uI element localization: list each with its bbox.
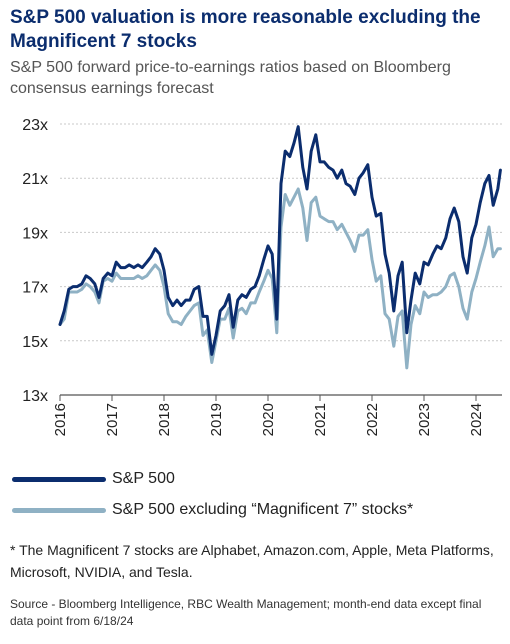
x-tick-label: 2018	[156, 403, 173, 436]
y-tick-label: 21x	[22, 171, 48, 188]
y-tick-label: 23x	[22, 117, 48, 134]
legend-item-sp500: S&P 500	[12, 470, 175, 488]
y-tick-label: 15x	[22, 334, 48, 351]
series-line-sp500	[58, 125, 502, 356]
chart-title: S&P 500 valuation is more reasonable exc…	[10, 7, 481, 52]
x-tick-label: 2024	[468, 403, 485, 436]
source-note: Source - Bloomberg Intelligence, RBC Wea…	[10, 597, 482, 628]
chart-subtitle: S&P 500 forward price-to-earnings ratios…	[10, 59, 451, 97]
x-tick-label: 2017	[104, 403, 121, 436]
x-axis: 2016 2017 2018 2019 2020 2021 2022 2023 2024	[52, 394, 502, 436]
legend-item-ex-mag7: S&P 500 excluding “Magnificent 7” stocks…	[12, 501, 413, 519]
y-axis: 13x 15x 17x 19x 21x 23x	[22, 117, 48, 405]
x-tick-label: 2019	[208, 403, 225, 436]
y-tick-label: 13x	[22, 388, 48, 405]
x-tick-label: 2020	[260, 403, 277, 436]
y-tick-label: 17x	[22, 280, 48, 297]
footnote: * The Magnificent 7 stocks are Alphabet,…	[10, 542, 494, 580]
legend-label-ex-mag7: S&P 500 excluding “Magnificent 7” stocks…	[112, 501, 414, 518]
legend-swatch-sp500	[12, 476, 106, 482]
x-tick-label: 2023	[416, 403, 433, 436]
series-lines	[58, 125, 502, 370]
x-tick-label: 2021	[312, 403, 329, 436]
x-tick-label: 2022	[364, 403, 381, 436]
x-tick-label: 2016	[52, 403, 69, 436]
y-tick-label: 19x	[22, 225, 48, 242]
legend-swatch-ex-mag7	[12, 507, 106, 513]
legend-label-sp500: S&P 500	[112, 470, 175, 487]
